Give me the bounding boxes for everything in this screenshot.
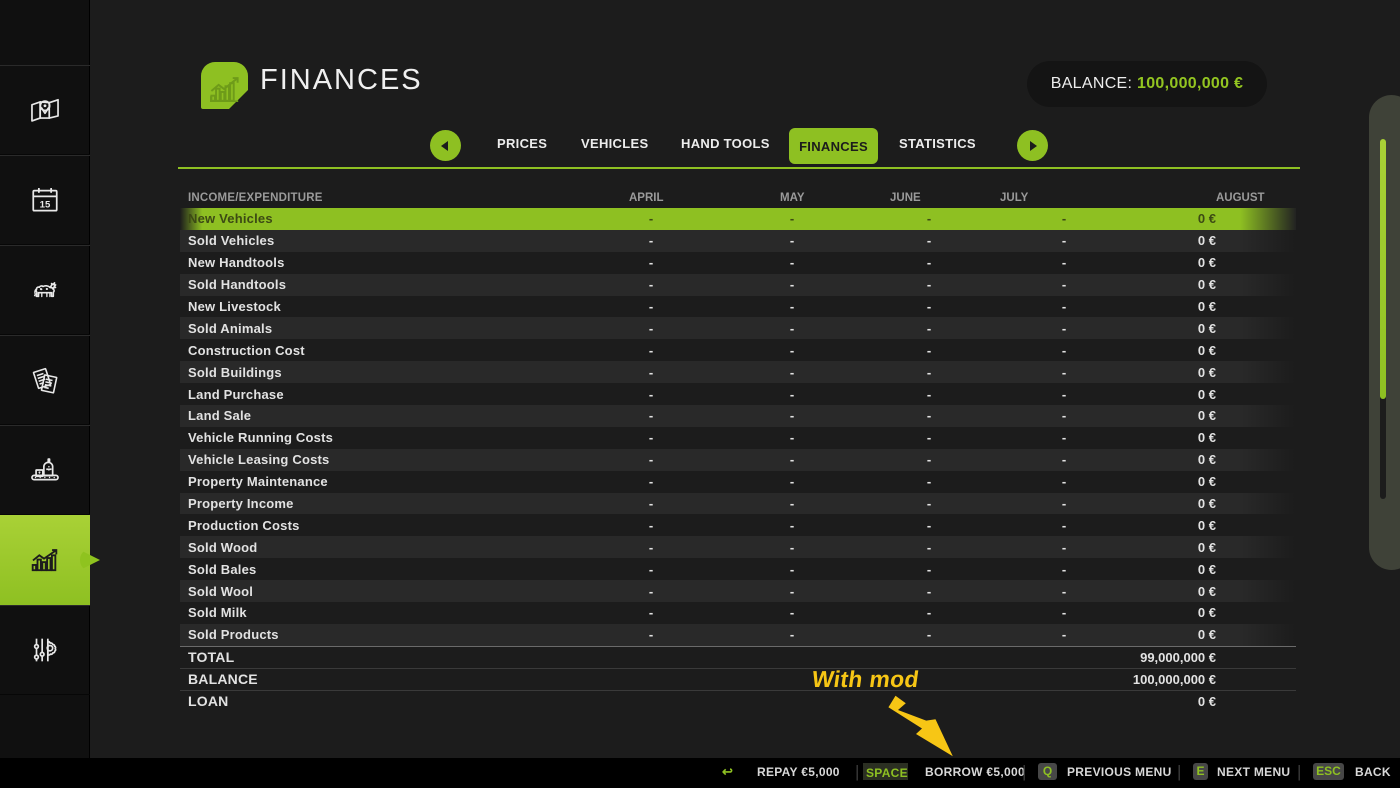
svg-text:15: 15 bbox=[40, 199, 51, 210]
